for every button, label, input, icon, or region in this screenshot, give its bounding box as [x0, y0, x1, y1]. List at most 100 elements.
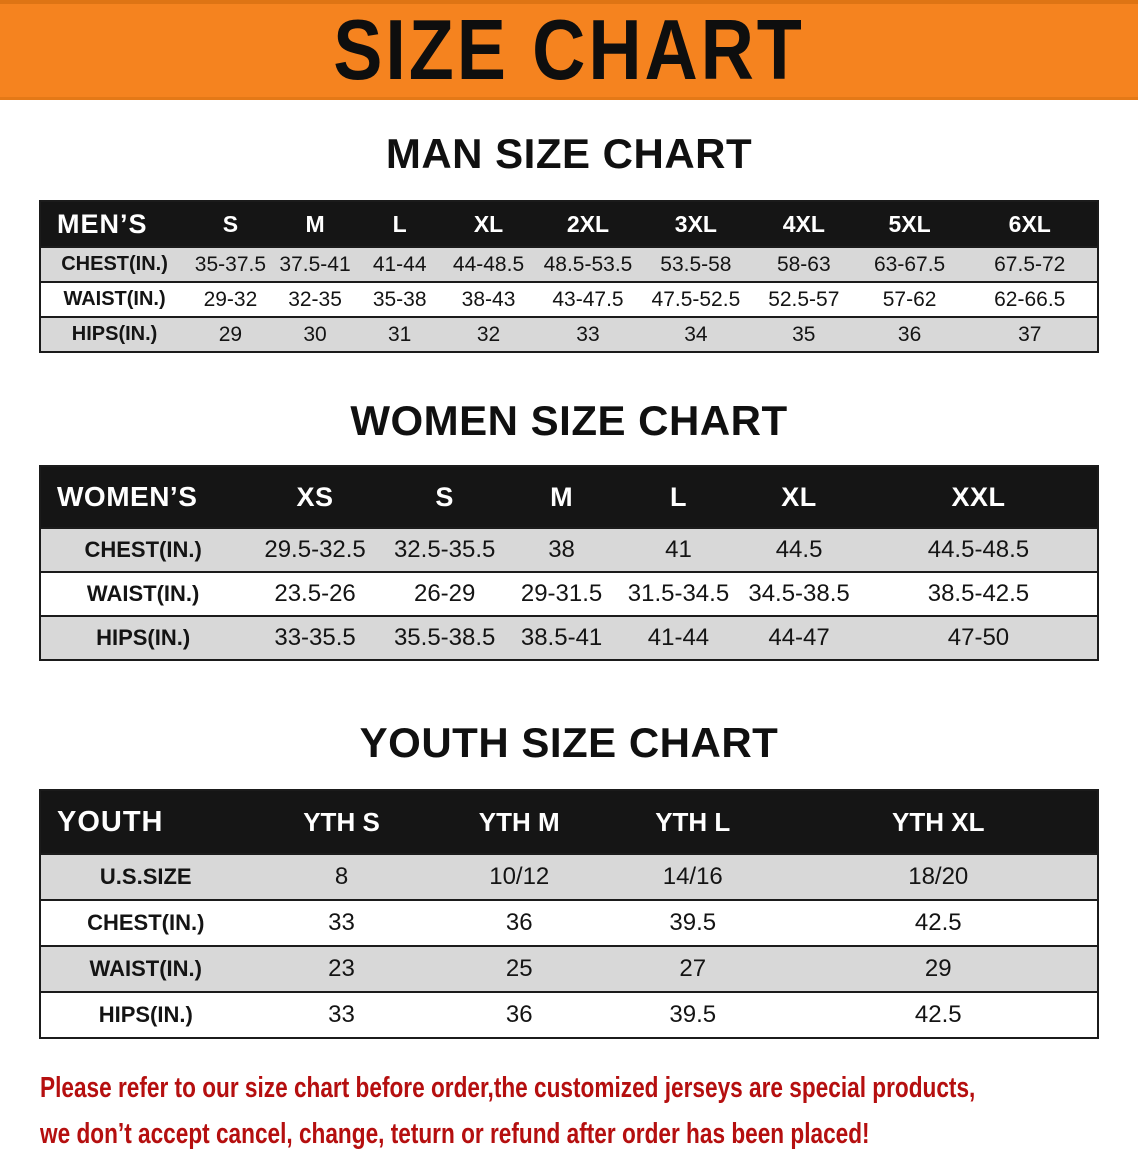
women-chest-row: CHEST(IN.) 29.5-32.5 32.5-35.5 38 41 44.…	[40, 527, 1098, 572]
youth-section: YOUTH SIZE CHART YOUTH YTH S YTH M YTH L…	[0, 719, 1138, 1039]
youth-hips-row: HIPS(IN.) 33 36 39.5 42.5	[40, 991, 1098, 1038]
women-size-table: WOMEN’S XS S M L XL XXL CHEST(IN.) 29.5-…	[39, 465, 1099, 661]
women-col-xs: XS	[245, 466, 385, 528]
size-value-cell: 67.5-72	[962, 246, 1098, 282]
size-value-cell: 29-31.5	[504, 571, 619, 616]
size-value-cell: 47-50	[859, 615, 1098, 660]
size-value-cell: 23.5-26	[245, 571, 385, 616]
women-col-m: M	[504, 466, 619, 528]
women-heading: WOMEN SIZE CHART	[350, 397, 788, 444]
size-value-cell: 26-29	[384, 571, 505, 616]
size-value-cell: 42.5	[779, 991, 1098, 1038]
women-col-l: L	[618, 466, 739, 528]
men-hips-row: HIPS(IN.) 29 30 31 32 33 34 35 36 37	[40, 316, 1098, 352]
men-chest-row: CHEST(IN.) 35-37.5 37.5-41 41-44 44-48.5…	[40, 246, 1098, 282]
row-label: HIPS(IN.)	[40, 316, 189, 352]
women-col-xl: XL	[738, 466, 860, 528]
size-value-cell: 38.5-41	[504, 615, 619, 660]
men-waist-row: WAIST(IN.) 29-32 32-35 35-38 38-43 43-47…	[40, 281, 1098, 317]
size-value-cell: 29	[188, 316, 273, 352]
row-label: WAIST(IN.)	[40, 945, 251, 992]
size-value-cell: 63-67.5	[856, 246, 963, 282]
youth-corner-label: YOUTH	[40, 790, 251, 854]
size-value-cell: 41-44	[618, 615, 739, 660]
size-value-cell: 44-48.5	[441, 246, 536, 282]
women-header-row: WOMEN’S XS S M L XL XXL	[40, 466, 1098, 528]
size-value-cell: 33-35.5	[245, 615, 385, 660]
youth-waist-row: WAIST(IN.) 23 25 27 29	[40, 945, 1098, 992]
women-waist-row: WAIST(IN.) 23.5-26 26-29 29-31.5 31.5-34…	[40, 571, 1098, 616]
men-col-2xl: 2XL	[535, 201, 641, 247]
size-value-cell: 30	[272, 316, 358, 352]
size-value-cell: 37.5-41	[272, 246, 358, 282]
row-label: HIPS(IN.)	[40, 991, 251, 1038]
size-value-cell: 38-43	[441, 281, 536, 317]
size-value-cell: 31.5-34.5	[618, 571, 739, 616]
men-header-row: MEN’S S M L XL 2XL 3XL 4XL 5XL 6XL	[40, 201, 1098, 247]
men-col-xl: XL	[441, 201, 536, 247]
women-hips-row: HIPS(IN.) 33-35.5 35.5-38.5 38.5-41 41-4…	[40, 615, 1098, 660]
size-value-cell: 18/20	[779, 853, 1098, 900]
men-col-s: S	[188, 201, 273, 247]
size-value-cell: 35.5-38.5	[384, 615, 505, 660]
size-value-cell: 14/16	[606, 853, 780, 900]
men-corner-label: MEN’S	[40, 201, 189, 247]
size-value-cell: 44.5	[738, 527, 860, 572]
youth-col-m: YTH M	[432, 790, 606, 854]
men-size-table: MEN’S S M L XL 2XL 3XL 4XL 5XL 6XL CHEST…	[39, 200, 1099, 353]
size-value-cell: 27	[606, 945, 780, 992]
men-col-6xl: 6XL	[962, 201, 1098, 247]
youth-heading: YOUTH SIZE CHART	[359, 719, 779, 766]
size-value-cell: 35-37.5	[188, 246, 273, 282]
size-value-cell: 32.5-35.5	[384, 527, 505, 572]
youth-header-row: YOUTH YTH S YTH M YTH L YTH XL	[40, 790, 1098, 854]
size-value-cell: 44.5-48.5	[859, 527, 1098, 572]
size-value-cell: 33	[250, 899, 433, 946]
size-value-cell: 44-47	[738, 615, 860, 660]
banner: SIZE CHART	[0, 0, 1138, 100]
size-value-cell: 32-35	[272, 281, 358, 317]
size-value-cell: 38	[504, 527, 619, 572]
size-value-cell: 39.5	[606, 899, 780, 946]
size-value-cell: 53.5-58	[640, 246, 751, 282]
size-value-cell: 35	[750, 316, 857, 352]
disclaimer-line-1: Please refer to our size chart before or…	[40, 1072, 976, 1104]
size-value-cell: 10/12	[432, 853, 606, 900]
size-value-cell: 33	[250, 991, 433, 1038]
size-value-cell: 36	[856, 316, 963, 352]
men-col-5xl: 5XL	[856, 201, 963, 247]
women-col-s: S	[384, 466, 505, 528]
size-value-cell: 36	[432, 991, 606, 1038]
youth-chest-row: CHEST(IN.) 33 36 39.5 42.5	[40, 899, 1098, 946]
size-value-cell: 23	[250, 945, 433, 992]
size-value-cell: 52.5-57	[750, 281, 857, 317]
size-value-cell: 29.5-32.5	[245, 527, 385, 572]
row-label: CHEST(IN.)	[40, 527, 246, 572]
size-value-cell: 42.5	[779, 899, 1098, 946]
size-value-cell: 32	[441, 316, 536, 352]
size-value-cell: 62-66.5	[962, 281, 1098, 317]
size-value-cell: 48.5-53.5	[535, 246, 641, 282]
youth-col-xl: YTH XL	[779, 790, 1098, 854]
row-label: HIPS(IN.)	[40, 615, 246, 660]
size-value-cell: 29-32	[188, 281, 273, 317]
youth-col-l: YTH L	[606, 790, 780, 854]
men-col-m: M	[272, 201, 358, 247]
size-value-cell: 36	[432, 899, 606, 946]
youth-ussize-row: U.S.SIZE 8 10/12 14/16 18/20	[40, 853, 1098, 900]
youth-size-table: YOUTH YTH S YTH M YTH L YTH XL U.S.SIZE …	[39, 789, 1099, 1039]
row-label: CHEST(IN.)	[40, 899, 251, 946]
women-section: WOMEN SIZE CHART WOMEN’S XS S M L XL XXL	[0, 397, 1138, 661]
disclaimer: Please refer to our size chart before or…	[40, 1065, 1138, 1158]
size-value-cell: 43-47.5	[535, 281, 641, 317]
men-col-l: L	[357, 201, 442, 247]
youth-col-s: YTH S	[250, 790, 433, 854]
size-value-cell: 37	[962, 316, 1098, 352]
size-value-cell: 41-44	[357, 246, 442, 282]
row-label: U.S.SIZE	[40, 853, 251, 900]
page-title: SIZE CHART	[333, 2, 805, 98]
women-corner-label: WOMEN’S	[40, 466, 246, 528]
size-value-cell: 33	[535, 316, 641, 352]
size-value-cell: 29	[779, 945, 1098, 992]
size-value-cell: 34	[640, 316, 751, 352]
